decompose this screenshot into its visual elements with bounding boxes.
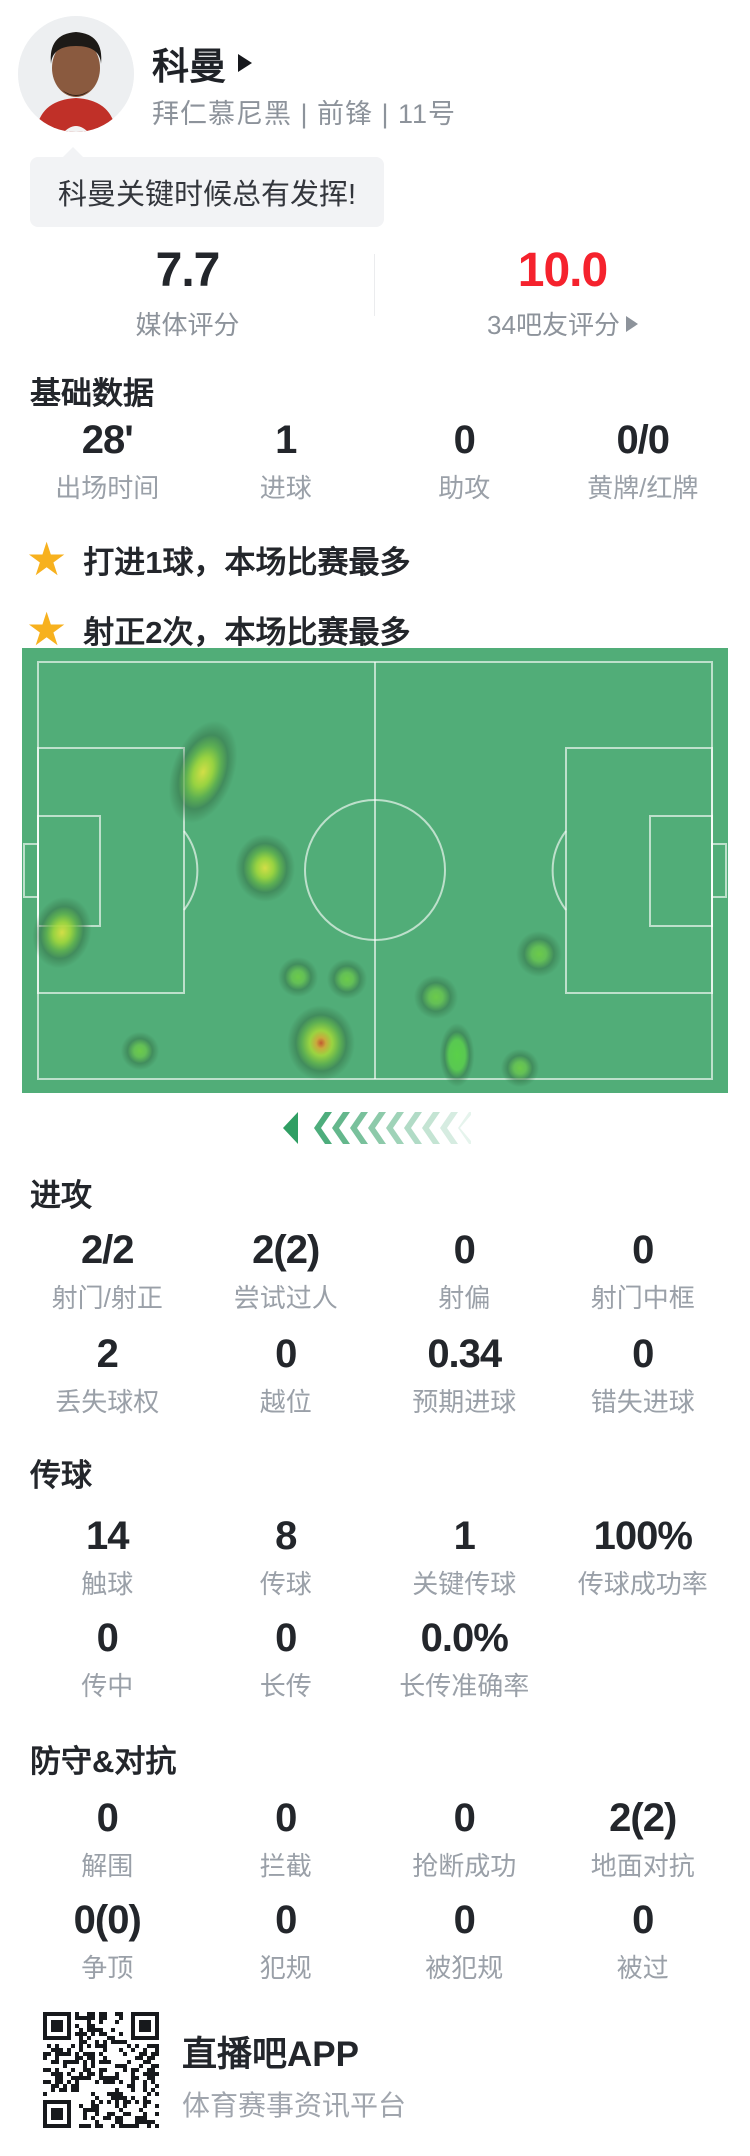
star-icon: ★ xyxy=(26,533,68,585)
stat-cell: 0 长传 xyxy=(259,1616,312,1701)
stat-cell: 0 助攻 xyxy=(438,418,491,503)
stat-cell: 28' 出场时间 xyxy=(55,418,160,503)
media-rating-label: 媒体评分 xyxy=(135,310,240,340)
player-meta: 拜仁慕尼黑 | 前锋 | 11号 xyxy=(152,99,457,129)
heat-spot xyxy=(326,958,368,1000)
heat-spot xyxy=(23,888,101,976)
section-title-defense: 防守&对抗 xyxy=(30,1744,177,1779)
heat-spot xyxy=(286,1004,356,1082)
stat-cell: 0 解围 xyxy=(81,1796,134,1881)
media-rating: 7.7 媒体评分 xyxy=(0,245,375,342)
highlight-row: ★ 射正2次，本场比赛最多 xyxy=(26,601,411,657)
heat-spot xyxy=(154,709,252,835)
player-detail-caret-icon xyxy=(238,54,252,72)
heat-spot xyxy=(234,833,296,903)
stat-cell: 0 错失进球 xyxy=(590,1332,695,1417)
ratings-divider xyxy=(374,254,375,316)
stat-cell: 0/0 黄牌/红牌 xyxy=(587,418,699,503)
pitch-lines xyxy=(23,661,727,1080)
heatmap-pitch xyxy=(22,648,728,1093)
stat-cell: 0 犯规 xyxy=(259,1898,312,1983)
stat-cell: 2/2 射门/射正 xyxy=(51,1228,163,1313)
app-name: 直播吧APP xyxy=(182,2035,359,2074)
stat-cell: 0 越位 xyxy=(259,1332,312,1417)
avatar[interactable] xyxy=(18,16,134,132)
qr-code xyxy=(43,2012,159,2128)
stat-cell: 0 射偏 xyxy=(438,1228,491,1313)
stat-cell: 0 被过 xyxy=(616,1898,669,1983)
heat-spot xyxy=(439,1022,475,1088)
app-slogan: 体育赛事资讯平台 xyxy=(182,2090,407,2121)
stat-cell: 0.0% 长传准确率 xyxy=(399,1616,530,1701)
fans-rating[interactable]: 10.0 34吧友评分 xyxy=(375,245,750,342)
player-photo xyxy=(18,16,134,132)
comment-bubble: 科曼关键时候总有发挥! xyxy=(30,147,385,227)
stat-cell-empty xyxy=(554,1616,733,1703)
attack-direction-chevrons-icon xyxy=(283,1112,471,1144)
stat-cell: 0.34 预期进球 xyxy=(412,1332,517,1417)
highlight-text: 射正2次，本场比赛最多 xyxy=(83,614,411,650)
section-title-basic: 基础数据 xyxy=(30,376,154,411)
fans-rating-caret-icon xyxy=(625,315,638,332)
stat-cell: 2 丢失球权 xyxy=(55,1332,160,1417)
heat-spot xyxy=(515,930,563,978)
player-name: 科曼 xyxy=(152,46,226,87)
stat-row-attack-2: 2 丢失球权 0 越位 0.34 预期进球 0 错失进球 xyxy=(18,1332,732,1419)
stat-cell: 1 关键传球 xyxy=(412,1514,517,1599)
stat-cell: 0 射门中框 xyxy=(590,1228,695,1313)
heatmap-spots xyxy=(22,648,728,1093)
stat-cell: 2(2) 地面对抗 xyxy=(590,1796,695,1881)
stat-row-passing-2: 0 传中 0 长传 0.0% 长传准确率 xyxy=(18,1616,732,1703)
heat-spot xyxy=(277,956,319,998)
highlight-text: 打进1球，本场比赛最多 xyxy=(83,544,411,580)
star-icon: ★ xyxy=(26,603,68,655)
heat-spot xyxy=(413,974,459,1020)
stat-row-attack-1: 2/2 射门/射正 2(2) 尝试过人 0 射偏 0 射门中框 xyxy=(18,1228,732,1315)
stat-cell: 2(2) 尝试过人 xyxy=(233,1228,338,1313)
stat-cell: 0 拦截 xyxy=(259,1796,312,1881)
section-title-passing: 传球 xyxy=(30,1458,92,1493)
player-name-row[interactable]: 科曼 xyxy=(152,36,252,90)
fans-rating-value: 10.0 xyxy=(517,244,608,297)
stat-cell: 0 被犯规 xyxy=(425,1898,504,1983)
stat-cell: 100% 传球成功率 xyxy=(577,1514,708,1599)
stat-cell: 14 触球 xyxy=(81,1514,134,1599)
fans-rating-label: 34吧友评分 xyxy=(487,310,620,340)
stat-row-passing-1: 14 触球 8 传球 1 关键传球 100% 传球成功率 xyxy=(18,1514,732,1601)
stat-cell: 0 传中 xyxy=(81,1616,134,1701)
stat-cell: 0(0) 争顶 xyxy=(73,1898,142,1983)
stat-cell: 0 抢断成功 xyxy=(412,1796,517,1881)
stat-row-defense-2: 0(0) 争顶 0 犯规 0 被犯规 0 被过 xyxy=(18,1898,732,1985)
stat-cell: 8 传球 xyxy=(259,1514,312,1599)
stat-row-defense-1: 0 解围 0 拦截 0 抢断成功 2(2) 地面对抗 xyxy=(18,1796,732,1883)
stat-row-basic-1: 28' 出场时间 1 进球 0 助攻 0/0 黄牌/红牌 xyxy=(18,418,732,505)
stat-cell: 1 进球 xyxy=(259,418,312,503)
highlight-row: ★ 打进1球，本场比赛最多 xyxy=(26,531,411,587)
heat-spot xyxy=(500,1048,540,1088)
bubble-pointer-icon xyxy=(62,147,84,158)
comment-text: 科曼关键时候总有发挥! xyxy=(58,179,357,211)
heat-spot xyxy=(120,1031,160,1071)
media-rating-value: 7.7 xyxy=(155,244,221,297)
section-title-attack: 进攻 xyxy=(30,1178,92,1213)
